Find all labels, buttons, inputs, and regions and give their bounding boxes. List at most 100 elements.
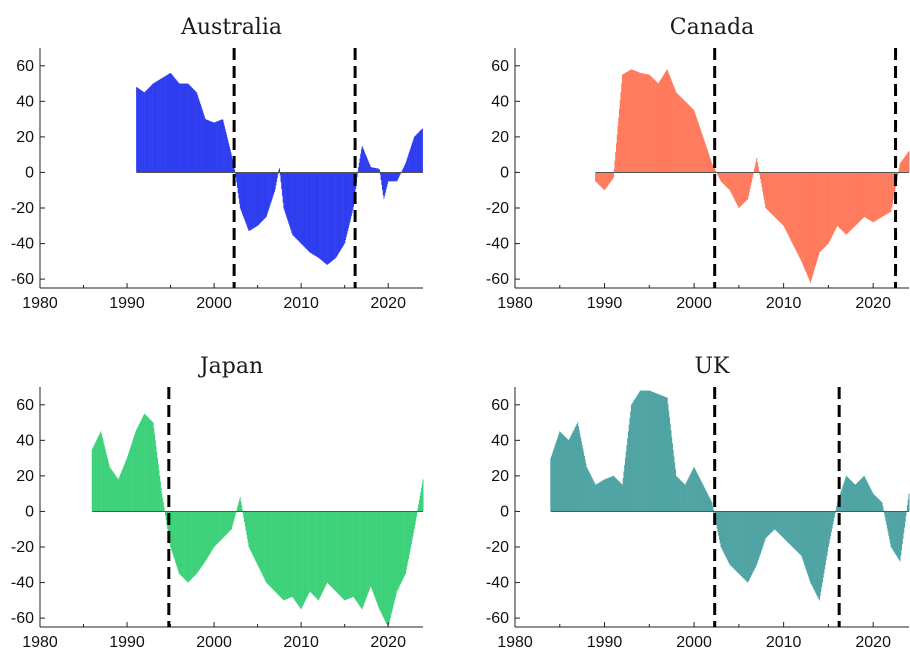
bar: [365, 511, 367, 600]
bar: [342, 511, 344, 599]
bar: [302, 511, 304, 605]
bar: [801, 511, 803, 556]
bar: [138, 424, 140, 512]
bar: [145, 415, 147, 512]
bar: [630, 404, 632, 512]
bar: [397, 172, 399, 179]
bar: [162, 498, 164, 512]
bar: [207, 511, 209, 557]
bar: [156, 81, 158, 173]
bar: [412, 511, 414, 537]
bar: [712, 165, 714, 173]
bar: [203, 511, 205, 564]
bar: [815, 511, 817, 593]
bar: [791, 511, 793, 547]
bar: [306, 172, 308, 250]
bar: [348, 172, 350, 226]
bar: [886, 511, 888, 529]
bar: [638, 392, 640, 512]
bar: [585, 463, 587, 512]
bar: [149, 86, 151, 173]
bar: [117, 478, 119, 512]
bar: [762, 172, 764, 192]
bar: [609, 172, 611, 183]
bar: [862, 477, 864, 512]
bar: [187, 511, 189, 583]
bar: [292, 172, 294, 235]
bar: [851, 481, 853, 512]
bar: [369, 511, 371, 589]
bar: [209, 511, 211, 553]
bar: [752, 172, 754, 176]
bar: [666, 69, 668, 173]
bar: [787, 172, 789, 235]
bar: [277, 511, 279, 595]
bar: [387, 172, 389, 184]
bar: [706, 492, 708, 512]
bar: [147, 88, 149, 173]
bar: [213, 122, 215, 173]
bar: [882, 506, 884, 512]
bar: [294, 172, 296, 238]
bar: [636, 71, 638, 173]
bar: [272, 172, 274, 197]
bar: [686, 481, 688, 512]
bar: [768, 172, 770, 211]
bar: [112, 471, 114, 512]
bar: [754, 165, 756, 173]
bar: [147, 89, 148, 173]
bar: [396, 511, 398, 592]
bar: [786, 511, 788, 542]
bar: [286, 511, 288, 600]
bar: [100, 431, 102, 512]
bar: [418, 500, 420, 512]
bar: [738, 511, 740, 574]
bar: [122, 467, 124, 512]
bar: [907, 153, 909, 173]
bar: [710, 161, 712, 173]
bar: [358, 162, 360, 173]
bar: [348, 511, 350, 599]
bar: [695, 471, 697, 512]
x-tick-label: 2010: [766, 295, 802, 312]
y-tick-label: -40: [11, 575, 34, 592]
bar: [641, 390, 643, 512]
bar: [847, 477, 849, 512]
bar: [248, 172, 250, 232]
bar: [569, 437, 571, 512]
bar: [755, 161, 757, 173]
bar: [225, 511, 227, 536]
bar: [890, 172, 892, 212]
bar: [868, 172, 870, 220]
bar: [421, 483, 423, 512]
bar: [774, 172, 776, 218]
bar: [819, 511, 821, 596]
bar: [665, 70, 667, 173]
bar: [413, 138, 415, 173]
bar: [640, 390, 642, 512]
bar: [685, 483, 687, 512]
bar: [658, 82, 660, 173]
bar: [610, 172, 612, 181]
bar: [907, 499, 909, 512]
bar: [882, 172, 884, 217]
bar: [690, 472, 692, 512]
bar: [630, 69, 632, 173]
bar: [574, 428, 576, 512]
bar: [823, 172, 825, 248]
bar: [180, 511, 182, 576]
bar: [327, 172, 329, 265]
bar: [623, 471, 625, 512]
bar: [321, 172, 323, 261]
bar: [101, 437, 103, 512]
bar: [362, 511, 364, 608]
bar: [261, 172, 263, 222]
bar: [677, 93, 679, 173]
bar: [139, 89, 141, 173]
bar: [350, 172, 352, 220]
bar: [698, 477, 700, 512]
bar: [683, 100, 685, 173]
bar: [353, 172, 355, 207]
